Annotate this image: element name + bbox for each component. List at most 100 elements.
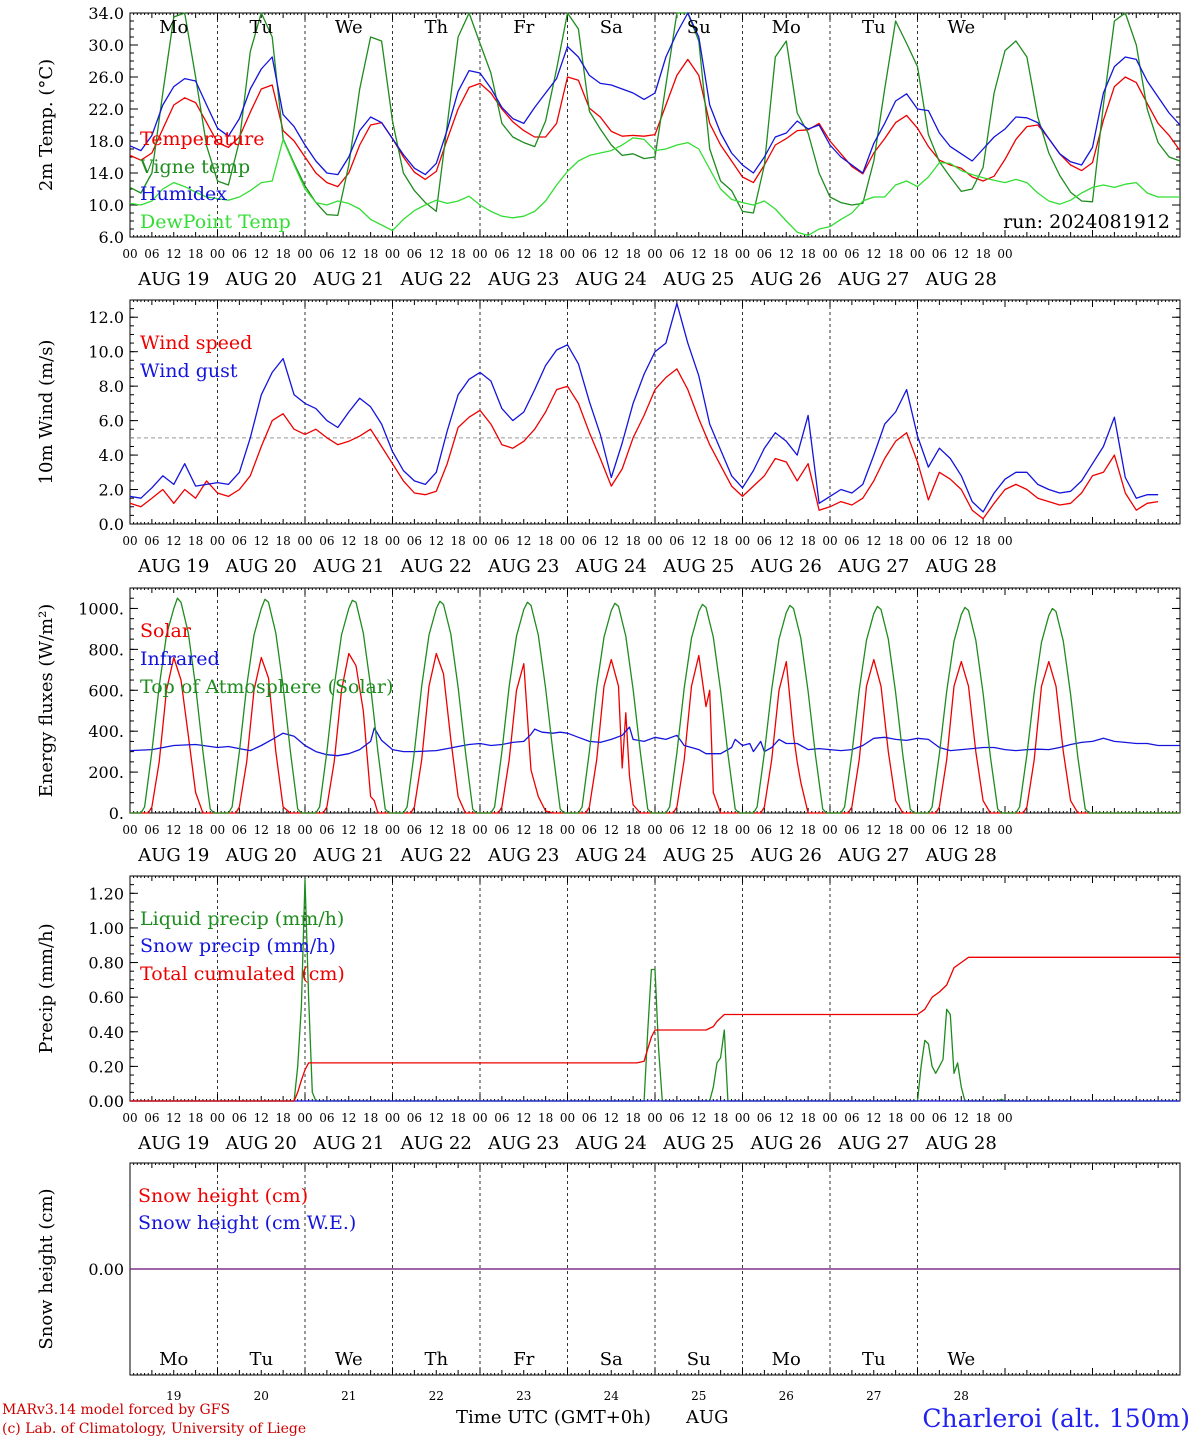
x-hour-label: 06: [757, 1111, 772, 1125]
x-hour-label: 18: [363, 823, 378, 837]
y-tick-label: 6.0: [99, 228, 124, 247]
x-hour-label: 18: [888, 247, 903, 261]
x-hour-label: 18: [975, 823, 990, 837]
x-day-label: AUG 27: [837, 1133, 909, 1154]
x-hour-label: 00: [647, 534, 662, 548]
x-hour-label: 00: [822, 823, 837, 837]
x-day-label: AUG 25: [662, 1133, 734, 1154]
bottom-date-label: 22: [429, 1389, 444, 1403]
x-hour-label: 12: [866, 823, 881, 837]
y-tick-label: 22.0: [88, 100, 124, 119]
x-hour-label: 00: [472, 247, 487, 261]
x-hour-label: 18: [800, 534, 815, 548]
station-name: Charleroi (alt. 150m): [922, 1404, 1190, 1433]
x-hour-label: 00: [997, 823, 1012, 837]
x-day-label: AUG 24: [575, 1133, 647, 1154]
legend-entry: Total cumulated (cm): [140, 963, 345, 985]
y-tick-label: 1000.: [78, 599, 124, 618]
x-hour-label: 12: [341, 534, 356, 548]
x-hour-label: 00: [122, 534, 137, 548]
series-line-wind-gust: [129, 302, 1159, 513]
y-tick-label: 6.0: [99, 412, 124, 431]
x-day-label: AUG 25: [662, 556, 734, 577]
x-hour-label: 12: [516, 1111, 531, 1125]
x-hour-label: 00: [472, 1111, 487, 1125]
x-hour-label: 06: [494, 1111, 509, 1125]
x-hour-label: 06: [144, 823, 159, 837]
y-tick-label: 1.20: [88, 884, 124, 903]
x-hour-label: 18: [363, 247, 378, 261]
bottom-date-label: 28: [954, 1389, 969, 1403]
x-hour-label: 00: [210, 1111, 225, 1125]
x-hour-label: 06: [407, 823, 422, 837]
x-hour-label: 12: [691, 247, 706, 261]
x-day-label: AUG 21: [312, 269, 384, 290]
x-hour-label: 12: [954, 1111, 969, 1125]
x-hour-label: 12: [429, 247, 444, 261]
x-hour-label: 00: [560, 534, 575, 548]
weekday-label-top: Sa: [600, 17, 623, 38]
legend-entry: Humidex: [140, 183, 227, 205]
x-hour-label: 06: [757, 534, 772, 548]
legend-entry: Temperature: [140, 128, 264, 150]
y-tick-label: 10.0: [88, 343, 124, 362]
weekday-label-bottom: We: [947, 1349, 975, 1370]
x-day-label: AUG 22: [400, 556, 472, 577]
x-day-label: AUG 27: [837, 269, 909, 290]
x-hour-label: 12: [866, 247, 881, 261]
legend-entry: Top of Atmosphere (Solar): [140, 676, 393, 698]
x-hour-label: 12: [254, 247, 269, 261]
legend-entry: Liquid precip (mm/h): [140, 908, 344, 930]
x-hour-label: 00: [822, 534, 837, 548]
x-hour-label: 06: [757, 247, 772, 261]
x-day-label: AUG 22: [400, 1133, 472, 1154]
weekday-label-bottom: Th: [424, 1349, 448, 1370]
x-hour-label: 00: [822, 1111, 837, 1125]
x-hour-label: 18: [625, 534, 640, 548]
weekday-label-top: Su: [687, 17, 711, 38]
weekday-label-top: Tu: [249, 17, 273, 38]
x-day-label: AUG 21: [312, 556, 384, 577]
x-hour-label: 00: [122, 247, 137, 261]
x-hour-label: 00: [997, 534, 1012, 548]
x-hour-label: 00: [297, 1111, 312, 1125]
y-tick-label: 0.0: [99, 515, 124, 534]
y-axis-label: Snow height (cm): [36, 1188, 57, 1349]
x-hour-label: 06: [144, 534, 159, 548]
x-hour-label: 18: [800, 1111, 815, 1125]
x-hour-label: 00: [297, 534, 312, 548]
x-hour-label: 06: [669, 1111, 684, 1125]
bottom-date-label: 20: [254, 1389, 269, 1403]
x-hour-label: 00: [910, 534, 925, 548]
y-tick-label: 0.00: [88, 1260, 124, 1279]
x-hour-label: 18: [538, 823, 553, 837]
x-hour-label: 12: [779, 247, 794, 261]
y-tick-label: 0.40: [88, 1023, 124, 1042]
panel-frame-3: [129, 587, 1181, 814]
legend-entry: Vigne temp: [139, 156, 250, 178]
x-hour-label: 06: [669, 534, 684, 548]
x-day-label: AUG 25: [662, 845, 734, 866]
y-tick-label: 800.: [88, 640, 124, 659]
weekday-label-top: Mo: [772, 17, 801, 38]
x-hour-label: 06: [232, 534, 247, 548]
run-annotation: run: 2024081912: [1003, 211, 1170, 233]
bottom-date-label: 24: [604, 1389, 620, 1403]
x-hour-label: 06: [669, 247, 684, 261]
x-day-label: AUG 26: [750, 1133, 822, 1154]
x-day-label: AUG 23: [487, 269, 559, 290]
x-day-label: AUG 19: [137, 556, 209, 577]
weekday-label-bottom: Fr: [513, 1349, 534, 1370]
x-hour-label: 12: [166, 247, 181, 261]
x-hour-label: 12: [691, 823, 706, 837]
y-tick-label: 2.0: [99, 481, 124, 500]
y-tick-label: 400.: [88, 722, 124, 741]
x-hour-label: 18: [713, 823, 728, 837]
x-hour-label: 06: [757, 823, 772, 837]
x-hour-label: 00: [210, 823, 225, 837]
x-hour-label: 12: [166, 534, 181, 548]
y-tick-label: 26.0: [88, 68, 124, 87]
x-hour-label: 12: [166, 823, 181, 837]
